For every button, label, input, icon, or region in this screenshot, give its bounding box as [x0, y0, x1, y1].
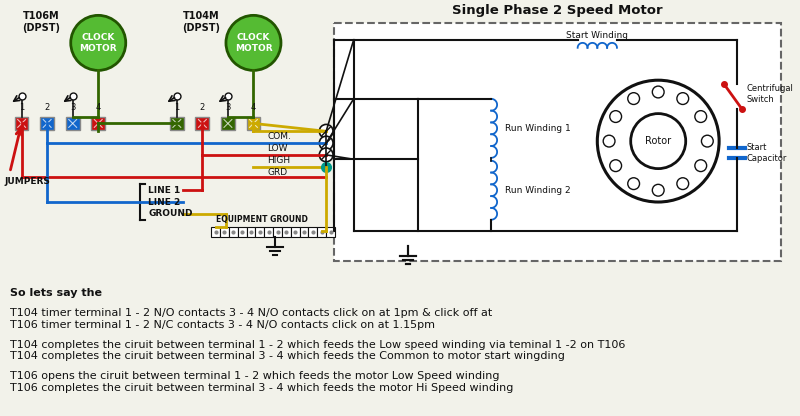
Text: CLOCK
MOTOR: CLOCK MOTOR [79, 33, 117, 52]
Text: T104 timer terminal 1 - 2 N/O contacts 3 - 4 N/O contacts click on at 1pm & clic: T104 timer terminal 1 - 2 N/O contacts 3… [10, 308, 492, 318]
Bar [229, 227, 238, 238]
Text: T106M
(DPST): T106M (DPST) [22, 11, 60, 33]
Text: T104 completes the ciruit between terminal 1 - 2 which feeds the Low speed windi: T104 completes the ciruit between termin… [10, 339, 625, 349]
Circle shape [628, 93, 639, 104]
Text: T106 completes the ciruit between terminal 3 - 4 which feeds the motor Hi Speed : T106 completes the ciruit between termin… [10, 383, 513, 393]
Text: 3: 3 [70, 103, 75, 111]
Bar [334, 23, 781, 261]
Bar [221, 116, 234, 130]
Bar [246, 227, 255, 238]
Circle shape [630, 114, 686, 168]
Bar [211, 227, 220, 238]
Text: 3: 3 [226, 103, 230, 111]
Circle shape [598, 80, 719, 202]
Text: HIGH: HIGH [267, 156, 290, 165]
Text: 2: 2 [200, 103, 205, 111]
Bar [318, 227, 326, 238]
Circle shape [695, 160, 706, 171]
Text: 1: 1 [19, 103, 24, 111]
Circle shape [603, 135, 615, 147]
Text: Run Winding 1: Run Winding 1 [505, 124, 570, 133]
Bar [309, 227, 318, 238]
Text: 2: 2 [45, 103, 50, 111]
Text: JUMPERS: JUMPERS [5, 178, 50, 186]
Circle shape [319, 148, 333, 162]
Circle shape [652, 86, 664, 98]
Bar [326, 227, 335, 238]
Text: LINE 1: LINE 1 [148, 186, 181, 195]
Bar [220, 227, 229, 238]
Text: GRD: GRD [267, 168, 287, 177]
Circle shape [610, 111, 622, 122]
Text: Run Winding 2: Run Winding 2 [505, 186, 570, 195]
Bar [246, 116, 260, 130]
Text: EQUIPMENT GROUND: EQUIPMENT GROUND [216, 215, 308, 224]
Bar [282, 227, 290, 238]
Text: T106 opens the ciruit between terminal 1 - 2 which feeds the motor Low Speed win: T106 opens the ciruit between terminal 1… [10, 371, 499, 381]
Text: T104 completes the ciruit between terminal 3 - 4 which feeds the Common to motor: T104 completes the ciruit between termin… [10, 352, 565, 362]
Bar [170, 116, 184, 130]
Circle shape [628, 178, 639, 190]
Circle shape [677, 93, 689, 104]
Text: So lets say the: So lets say the [10, 288, 102, 298]
Bar [238, 227, 246, 238]
Text: 4: 4 [251, 103, 256, 111]
Text: LINE 2: LINE 2 [148, 198, 181, 206]
Circle shape [319, 124, 333, 138]
Text: LOW: LOW [267, 144, 288, 153]
Circle shape [319, 136, 333, 150]
Bar [66, 116, 79, 130]
Bar [290, 227, 300, 238]
Text: CLOCK
MOTOR: CLOCK MOTOR [234, 33, 272, 52]
Circle shape [70, 15, 126, 70]
Bar [40, 116, 54, 130]
Text: Start
Capacitor: Start Capacitor [746, 143, 787, 163]
Circle shape [652, 184, 664, 196]
Text: T106 timer terminal 1 - 2 N/C contacts 3 - 4 N/O contacts click on at 1.15pm: T106 timer terminal 1 - 2 N/C contacts 3… [10, 320, 435, 330]
Bar [264, 227, 273, 238]
Text: COM.: COM. [267, 132, 291, 141]
Bar [14, 116, 29, 130]
Circle shape [677, 178, 689, 190]
Circle shape [610, 160, 622, 171]
Text: T104M
(DPST): T104M (DPST) [182, 11, 220, 33]
Circle shape [702, 135, 714, 147]
Text: 1: 1 [174, 103, 179, 111]
Bar [300, 227, 309, 238]
Text: Start Winding: Start Winding [566, 31, 628, 40]
Bar [273, 227, 282, 238]
Bar [195, 116, 210, 130]
Text: Centrifugal
Switch: Centrifugal Switch [746, 84, 794, 104]
Text: Rotor: Rotor [645, 136, 671, 146]
Bar [91, 116, 105, 130]
Circle shape [695, 111, 706, 122]
Text: 4: 4 [96, 103, 101, 111]
Text: GROUND: GROUND [148, 209, 193, 218]
Bar [255, 227, 264, 238]
Text: Single Phase 2 Speed Motor: Single Phase 2 Speed Motor [452, 4, 663, 17]
Circle shape [226, 15, 281, 70]
